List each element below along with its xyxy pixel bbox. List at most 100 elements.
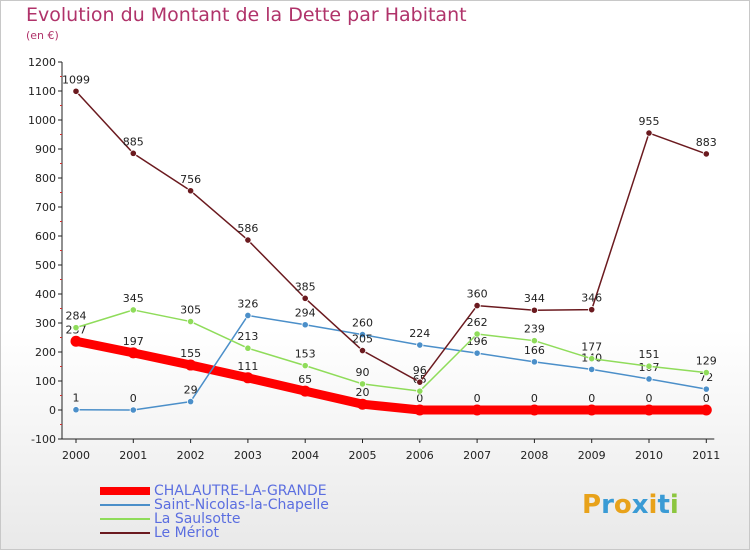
data-label: 90 <box>356 366 370 379</box>
legend-label: Le Mériot <box>154 525 220 541</box>
data-label: 1099 <box>62 73 90 86</box>
legend-swatch <box>100 532 150 534</box>
logo-letter: r <box>601 490 614 520</box>
data-point <box>187 187 195 195</box>
legend-label: CHALAUTRE-LA-GRANDE <box>154 483 327 499</box>
data-label: 155 <box>180 347 201 360</box>
data-point <box>187 397 195 406</box>
data-point <box>358 346 367 355</box>
data-point <box>416 341 424 349</box>
data-point <box>416 378 424 386</box>
logo-letter: i <box>648 490 658 520</box>
data-point <box>357 398 368 410</box>
data-label: 0 <box>474 392 481 405</box>
data-label: 205 <box>352 333 373 346</box>
data-point <box>588 355 596 363</box>
data-point <box>473 330 481 338</box>
x-tick-label: 2000 <box>62 449 90 462</box>
legend-label: Saint-Nicolas-la-Chapelle <box>154 497 329 513</box>
data-point <box>299 385 311 397</box>
y-tick-label: 500 <box>35 259 56 272</box>
proxiti-logo: Proxiti <box>582 490 679 520</box>
series-line-3 <box>75 90 708 383</box>
x-tick-label: 2010 <box>635 449 663 462</box>
data-point <box>702 368 710 377</box>
data-label: 65 <box>298 373 312 386</box>
data-point <box>530 337 539 345</box>
data-point <box>702 150 710 158</box>
data-label: 346 <box>581 292 602 305</box>
y-tick-label: 900 <box>35 143 56 156</box>
data-label: 1 <box>73 392 80 405</box>
data-label: 239 <box>524 323 545 336</box>
data-label: 72 <box>699 371 713 384</box>
data-point <box>244 236 252 244</box>
series-line-2 <box>75 309 708 392</box>
data-point <box>358 380 367 388</box>
data-point <box>645 375 653 383</box>
data-point <box>70 335 82 347</box>
data-label: 955 <box>639 115 660 128</box>
data-label: 586 <box>237 222 258 235</box>
data-label: 151 <box>639 348 660 361</box>
data-label: 345 <box>123 292 144 305</box>
y-tick-label: 700 <box>35 201 56 214</box>
logo-letter: t <box>657 490 670 520</box>
data-label: 224 <box>409 327 430 340</box>
data-point <box>702 385 710 393</box>
x-tick-label: 2004 <box>291 449 319 462</box>
data-point <box>528 404 540 416</box>
data-point <box>473 301 481 310</box>
data-label: 0 <box>703 392 710 405</box>
logo-letter: P <box>582 490 602 520</box>
data-label: 153 <box>295 348 316 361</box>
data-label: 177 <box>581 341 602 354</box>
data-label: 111 <box>237 360 258 373</box>
legend-swatch <box>100 518 150 520</box>
data-label: 284 <box>66 310 87 323</box>
data-point <box>301 362 309 370</box>
x-tick-label: 2011 <box>692 449 720 462</box>
data-point <box>471 404 483 416</box>
x-tick-label: 2002 <box>177 449 205 462</box>
data-label: 260 <box>352 317 373 330</box>
data-label: 29 <box>184 384 198 397</box>
data-point <box>127 347 139 359</box>
data-label: 0 <box>646 392 653 405</box>
x-tick-label: 2009 <box>578 449 606 462</box>
legend-label: La Saulsotte <box>154 511 241 527</box>
data-point <box>72 324 80 332</box>
data-point <box>72 87 80 95</box>
x-tick-label: 2007 <box>463 449 491 462</box>
data-label: 0 <box>588 392 595 405</box>
data-point <box>129 306 137 314</box>
data-label: 294 <box>295 307 316 320</box>
data-label: 197 <box>123 335 144 348</box>
data-label: 883 <box>696 136 717 149</box>
y-tick-label: 600 <box>35 230 56 243</box>
legend-swatch <box>100 504 150 506</box>
data-point <box>72 406 80 414</box>
data-point <box>588 365 596 373</box>
data-point <box>700 404 712 416</box>
data-point <box>588 306 596 314</box>
data-point <box>643 404 655 416</box>
data-point <box>129 406 137 414</box>
data-point <box>129 149 137 157</box>
data-label: 129 <box>696 355 717 368</box>
data-label: 344 <box>524 292 545 305</box>
x-tick-label: 2005 <box>349 449 377 462</box>
data-label: 262 <box>467 316 488 329</box>
x-tick-label: 2003 <box>234 449 262 462</box>
data-point <box>645 362 653 370</box>
x-tick-label: 2008 <box>520 449 548 462</box>
data-point <box>473 349 481 357</box>
y-tick-label: 1100 <box>28 85 56 98</box>
data-point <box>242 372 254 384</box>
logo-letter: i <box>669 490 679 520</box>
data-point <box>301 294 309 302</box>
series-line-1 <box>75 314 708 411</box>
data-point <box>530 358 539 366</box>
data-label: 96 <box>413 364 427 377</box>
